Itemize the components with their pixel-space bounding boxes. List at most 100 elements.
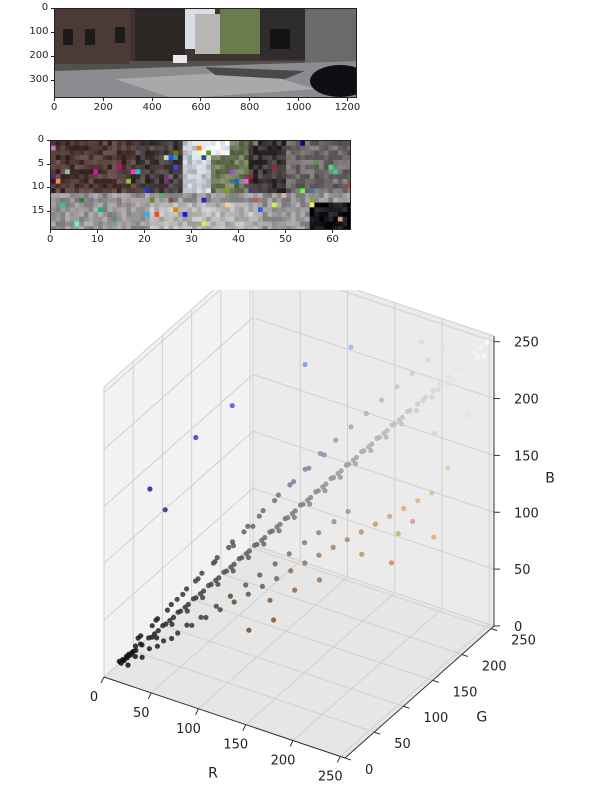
pixel-block [257, 221, 263, 227]
pixel-block [140, 141, 146, 147]
scatter-point [438, 381, 444, 387]
pixel-block [126, 197, 132, 203]
pixel-block [234, 202, 240, 208]
pixel-block [243, 164, 249, 170]
pixel-block [286, 169, 292, 175]
pixel-block [187, 183, 193, 189]
pixel-block [196, 207, 202, 213]
pixel-block [210, 178, 216, 184]
pixel-block [145, 183, 151, 189]
pixel-block [93, 150, 99, 156]
pixel-block [267, 145, 273, 151]
scatter-point [368, 447, 374, 454]
pixel-block [323, 221, 329, 227]
pixel-block [267, 169, 273, 175]
pixel-block [304, 226, 310, 229]
pixel-block [135, 145, 141, 151]
pixel-block [328, 150, 334, 156]
pixel-block [130, 221, 136, 227]
pixel-block [225, 207, 231, 213]
scatter-point [415, 401, 421, 407]
scatter-point [250, 523, 256, 529]
pixel-block [51, 216, 56, 222]
pixel-block [163, 150, 169, 156]
pixel-block [159, 207, 165, 213]
pixel-block [225, 141, 231, 147]
pixel-block [229, 164, 235, 170]
scatter-point [346, 461, 352, 467]
pixel-block [196, 197, 202, 203]
pixel-block [168, 193, 174, 199]
pixel-block [286, 202, 292, 208]
pixel-block [135, 155, 141, 161]
pixel-block [116, 221, 122, 227]
pixel-block [347, 145, 350, 151]
pixel-block [215, 216, 221, 222]
pixel-block [130, 207, 136, 213]
pixel-block [253, 159, 259, 165]
pixel-block [60, 183, 66, 189]
pixel-block [206, 212, 212, 218]
pixel-block [88, 216, 94, 222]
pixel-block [220, 150, 226, 156]
pixel-block [126, 145, 132, 151]
pixel-block [126, 169, 132, 175]
pixel-block [98, 145, 104, 151]
pixel-block [60, 145, 66, 151]
pixel-block [300, 150, 306, 156]
pixel-block [319, 159, 325, 165]
pixel-block [154, 155, 160, 161]
pixel-block [65, 155, 71, 161]
pixel-block [60, 141, 66, 147]
pixel-block [215, 174, 221, 180]
pixel-block [130, 159, 136, 165]
pixel-block [234, 164, 240, 170]
pixel-block [102, 183, 108, 189]
pixel-block [239, 169, 245, 175]
street-image-downsampled [50, 140, 351, 230]
pixel-block [196, 202, 202, 208]
pixel-block [248, 164, 254, 170]
pixel-block [220, 141, 226, 147]
pixel-block [290, 159, 296, 165]
pixel-block [60, 226, 66, 229]
pixel-block [69, 150, 75, 156]
pixel-block [281, 159, 287, 165]
pixel-block [88, 155, 94, 161]
pixel-block [65, 212, 71, 218]
pixel-block [342, 164, 348, 170]
pixel-block [229, 183, 235, 189]
pixel-block [257, 145, 263, 151]
scatter-point [167, 617, 173, 624]
pixel-block [98, 202, 104, 208]
pixel-block [187, 193, 193, 199]
pixel-block [234, 155, 240, 161]
pixel-block [319, 150, 325, 156]
pixel-block [309, 202, 315, 208]
pixel-block [215, 169, 221, 175]
pixel-block [55, 188, 61, 194]
scatter-point [275, 492, 281, 498]
pixel-block [319, 221, 325, 227]
pixel-block [116, 212, 122, 218]
pixel-block [229, 174, 235, 180]
pixel-block [342, 188, 348, 194]
pixel-block [177, 183, 183, 189]
pixel-block [177, 212, 183, 218]
g-tick-label: 200 [482, 659, 507, 674]
pixel-block [328, 221, 334, 227]
pixel-block [337, 216, 343, 222]
pixel-block [201, 178, 207, 184]
pixel-block [314, 183, 320, 189]
pixel-block [74, 164, 80, 170]
x-tick-label: 20 [138, 234, 151, 245]
pixel-block [69, 226, 75, 229]
pixel-block [272, 221, 278, 227]
x-tick-label: 1200 [334, 102, 361, 113]
pixel-block [276, 226, 282, 229]
y-tick-mark [51, 80, 54, 81]
pixel-block [309, 164, 315, 170]
pixel-block [272, 183, 278, 189]
pixel-block [262, 150, 268, 156]
scatter-point [444, 381, 450, 387]
